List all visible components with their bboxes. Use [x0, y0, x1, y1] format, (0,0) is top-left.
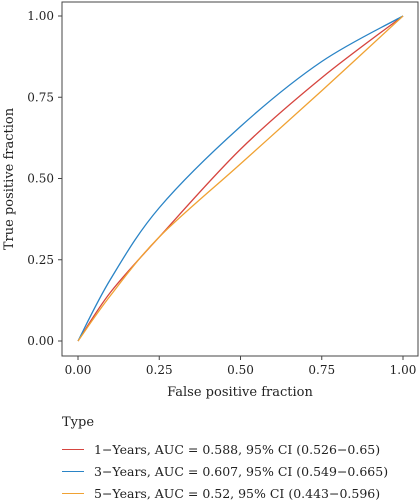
- x-axis-title: False positive fraction: [167, 385, 313, 400]
- x-tick-label: 0.00: [65, 363, 92, 377]
- x-tick-label: 1.00: [390, 363, 417, 377]
- legend-label: 3−Years, AUC = 0.607, 95% CI (0.549−0.66…: [94, 463, 389, 479]
- legend-swatch: [62, 492, 84, 494]
- legend-item: 1−Years, AUC = 0.588, 95% CI (0.526−0.65…: [62, 438, 388, 460]
- legend-item: 3−Years, AUC = 0.607, 95% CI (0.549−0.66…: [62, 460, 388, 482]
- axes: 0.00 0.25 0.50 0.75 1.00 0.00 0.25 0.50 0.75 1.00…: [2, 1, 419, 400]
- roc-curve-3: [77, 15, 404, 342]
- legend-item: 5−Years, AUC = 0.52, 95% CI (0.443−0.596…: [62, 482, 388, 504]
- roc-curve-1: [77, 15, 404, 342]
- x-tick-label: 0.25: [146, 363, 173, 377]
- x-tick-label: 0.50: [227, 363, 254, 377]
- series-lines: [77, 15, 404, 342]
- legend-label: 5−Years, AUC = 0.52, 95% CI (0.443−0.596…: [94, 485, 381, 501]
- x-tick-label: 0.75: [308, 363, 335, 377]
- y-axis-title: True positive fraction: [2, 107, 17, 250]
- y-tick-label: 0.00: [27, 334, 54, 348]
- y-tick-label: 0.25: [27, 253, 54, 267]
- y-tick-label: 0.50: [27, 172, 54, 186]
- y-tick-label: 1.00: [27, 9, 54, 23]
- roc-chart: 0.00 0.25 0.50 0.75 1.00 0.00 0.25 0.50 0.75 1.00…: [2, 1, 419, 400]
- legend-swatch: [62, 470, 84, 472]
- roc-curve-2: [77, 15, 404, 342]
- y-tick-label: 0.75: [27, 90, 54, 104]
- legend-items: 1−Years, AUC = 0.588, 95% CI (0.526−0.65…: [62, 438, 388, 504]
- plot-border: [61, 1, 419, 357]
- legend-label: 1−Years, AUC = 0.588, 95% CI (0.526−0.65…: [94, 441, 381, 457]
- legend-title: Type: [62, 415, 95, 430]
- legend-swatch: [62, 448, 84, 450]
- legend: Type 1−Years, AUC = 0.588, 95% CI (0.526…: [62, 415, 388, 504]
